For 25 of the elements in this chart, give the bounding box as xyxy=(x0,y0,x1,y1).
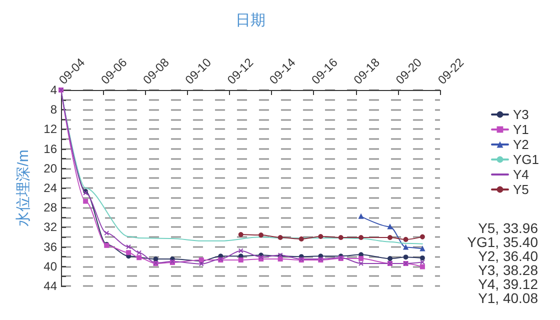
legend-label: Y4 xyxy=(512,167,529,182)
y-tick-label: 28 xyxy=(44,200,58,215)
y-tick-label: 36 xyxy=(44,240,58,254)
legend-label: Y2 xyxy=(512,137,529,152)
y-tick-label: 4 xyxy=(50,83,58,97)
text: Y4, 39.12 xyxy=(478,276,538,292)
y-tick-label: 40 xyxy=(44,259,58,274)
y-tick-label: 12 xyxy=(44,122,58,136)
text: Y2, 36.40 xyxy=(478,248,538,264)
text: Y3, 38.28 xyxy=(478,262,538,278)
text: Y5, 33.96 xyxy=(478,220,538,236)
x-axis-title: 日期 xyxy=(236,12,266,29)
text: Y1, 40.08 xyxy=(478,290,538,306)
legend-label: Y3 xyxy=(512,107,529,122)
y-tick-label: 24 xyxy=(44,181,58,195)
y-tick-label: 32 xyxy=(44,220,58,234)
y-tick-label: 8 xyxy=(50,102,58,117)
legend-label: Y5 xyxy=(512,182,529,197)
y-tick-label: 16 xyxy=(44,142,58,156)
y-tick-label: 20 xyxy=(44,161,58,176)
text: YG1, 35.40 xyxy=(467,234,538,250)
legend-label: Y1 xyxy=(512,122,529,137)
y-axis-title: 水位埋深/m xyxy=(15,150,32,226)
legend-label: YG1 xyxy=(512,152,540,167)
y-tick-label: 44 xyxy=(44,279,58,293)
